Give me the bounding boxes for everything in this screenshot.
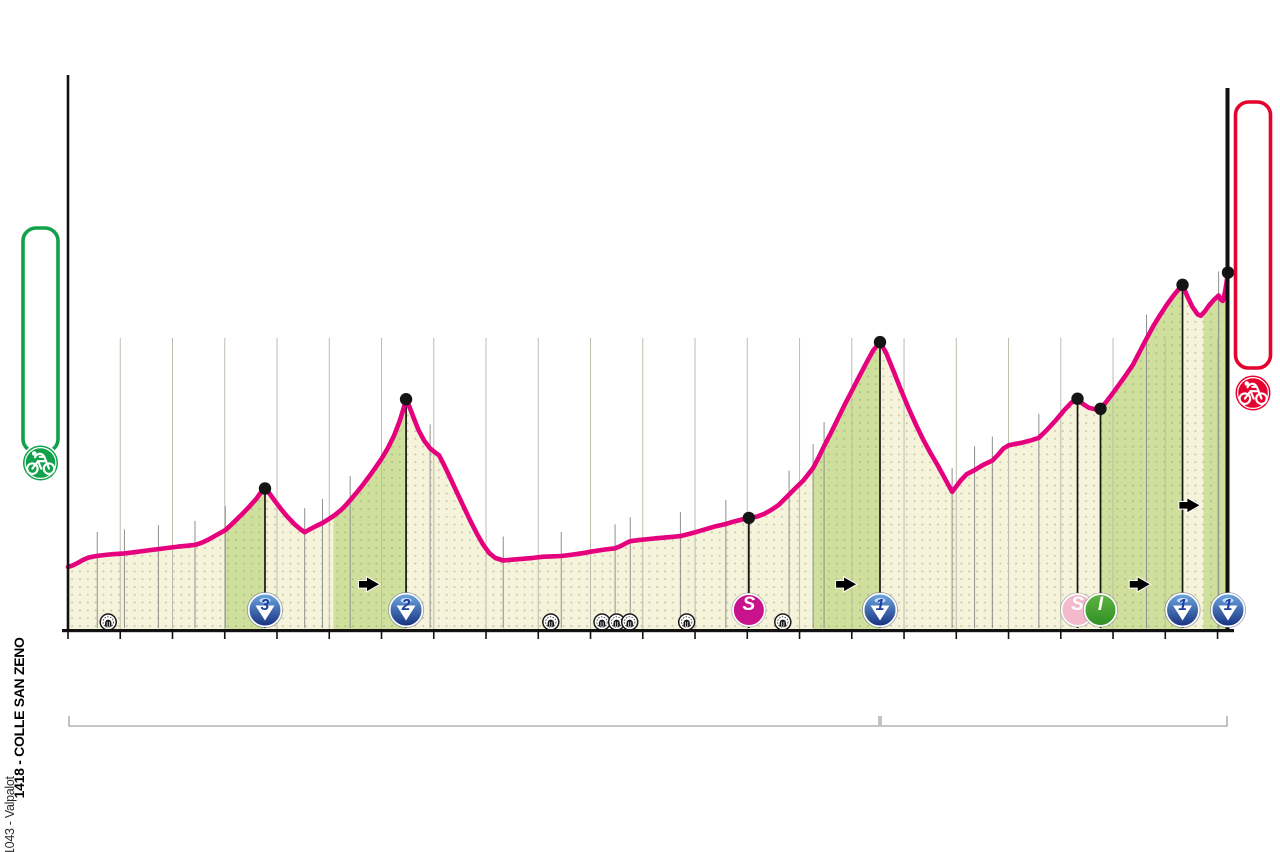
axis-tick-label: 160: [0, 0, 11, 3]
axis-tick-label: 50: [0, 0, 8, 3]
dot-grid-overlay: [68, 272, 1228, 630]
sprint-icon-letter: S: [743, 594, 756, 615]
triangle-icon: [1218, 605, 1238, 621]
start-banner-circle: [21, 443, 60, 483]
axis-tick-label: 90: [0, 0, 8, 3]
axis-tick-label: 30: [0, 0, 8, 3]
grade-arrow-icon: [1178, 496, 1202, 514]
category-number: 1: [1224, 597, 1233, 614]
icon-highlight: [1222, 598, 1234, 603]
axis-tick-label: 200: [0, 0, 11, 3]
icon-highlight: [259, 598, 271, 603]
axis-tick-label: 80: [0, 0, 8, 3]
summit-dot: [1094, 402, 1107, 416]
finish-category-icon: 1: [1209, 591, 1247, 629]
tunnel-icon: [620, 613, 639, 631]
axis-tick-label: 140: [0, 0, 11, 3]
intergiro-icon: I: [1083, 592, 1119, 628]
tunnel-icon: [677, 613, 696, 631]
category-number: 3: [261, 597, 270, 614]
summit-dot: [258, 482, 272, 495]
axis-tick-label: 110: [0, 0, 11, 3]
axis-tick-label: 100: [0, 0, 11, 3]
axis-tick-label: 210: [0, 0, 11, 3]
axis-tick-label: 70: [0, 0, 8, 3]
tunnel-icon: [593, 613, 611, 631]
finish-banner-circle: [1233, 373, 1273, 413]
bicycle-icon: [1238, 381, 1268, 405]
triangle-icon: [1173, 605, 1193, 621]
waypoint-label: 1043 - Valpalot: [3, 775, 17, 852]
axis-tick-label: 150: [0, 0, 11, 3]
climb-grade-to: 14%: [0, 0, 35, 4]
icon-highlight: [1177, 598, 1189, 603]
category-c1-icon: 1: [861, 591, 899, 629]
sprint-icon: S: [731, 592, 767, 628]
icon-highlight: [874, 598, 886, 603]
climb-grade-to: 19%: [0, 0, 35, 4]
axis-tick-label: 130: [0, 0, 11, 3]
summit-dot: [1176, 278, 1189, 292]
province-bracket: [880, 716, 1228, 727]
summit-dot: [873, 335, 887, 349]
climb-length-label: 4.7km: [0, 0, 25, 4]
summit-dot: [399, 393, 413, 406]
axis-tick-label: 170: [0, 0, 11, 3]
province-label: BS: [0, 0, 10, 4]
climb-annotation: 15.0km6.4%11%: [0, 0, 1152, 593]
category-c1-icon: 1: [1164, 591, 1201, 629]
triangle-icon: [255, 605, 275, 621]
climb-grade-to: 11%: [0, 0, 34, 4]
axis-tick-label: 180: [0, 0, 11, 3]
axis-tick-label: 0: [0, 0, 4, 3]
axis-tick-label: 60: [0, 0, 8, 3]
axis-tick-label: 220: [0, 0, 11, 3]
climb-grade-to: 16%: [0, 0, 35, 4]
category-c2-icon: 2: [388, 591, 425, 629]
province-label: SO: [0, 0, 11, 4]
climb-length-label: 15.0km: [0, 0, 30, 4]
triangle-icon: [396, 605, 416, 621]
icon-highlight: [400, 598, 412, 603]
grade-arrow-icon: [1128, 575, 1152, 593]
gridlines: [119, 338, 1219, 629]
climb-length-label: 12.6 km: [0, 0, 32, 4]
axis-tick-label: 190: [0, 0, 11, 3]
waypoints: 222 - Tormini241 - Vobarno274 - Sabbio C…: [3, 271, 1220, 852]
axis-tick-label: 120: [0, 0, 11, 3]
climb-length-label: 13.9 km: [0, 0, 32, 4]
category-number: 2: [401, 597, 411, 614]
axis-tick-label: 40: [0, 0, 8, 3]
intergiro-icon-letter: I: [1098, 594, 1104, 615]
grade-arrow-icon: [835, 575, 859, 593]
summit-dot: [1071, 392, 1084, 405]
axis-tick-label: 20: [0, 0, 8, 3]
start-banner: 138 - MANERBA DEL GARDA: [21, 226, 60, 483]
category-number: 1: [876, 597, 885, 614]
start-banner-box: [21, 226, 60, 454]
bicycle-icon: [26, 451, 56, 475]
climb-annotation: 12.6 km7.6%16%: [0, 0, 859, 593]
grade-arrow-icon: [358, 575, 382, 593]
category-number: 1: [1178, 597, 1187, 614]
category-c3-icon: 3: [246, 591, 284, 629]
axis-tick-label: 10: [0, 0, 8, 3]
climb-annotation: 4.7km7.7%19%: [0, 0, 1202, 514]
triangle-icon: [870, 605, 890, 621]
x-axis-line: [62, 629, 1234, 633]
waypoint-label: 1418 - COLLE SAN ZENO: [11, 637, 27, 798]
tunnel-icon: [99, 613, 117, 631]
tunnel-icon: [774, 613, 792, 631]
tunnel-icon: [542, 613, 560, 631]
climb-annotation: 13.9 km6.6%14%: [0, 0, 382, 593]
finish-banner: 2385 - LIVIGNO (Mottolino): [1233, 100, 1273, 413]
summit-dot: [742, 511, 756, 525]
finish-banner-box: [1233, 100, 1273, 370]
province-bracket: [68, 716, 880, 727]
sprint-light-icon-letter: S: [1071, 594, 1084, 615]
